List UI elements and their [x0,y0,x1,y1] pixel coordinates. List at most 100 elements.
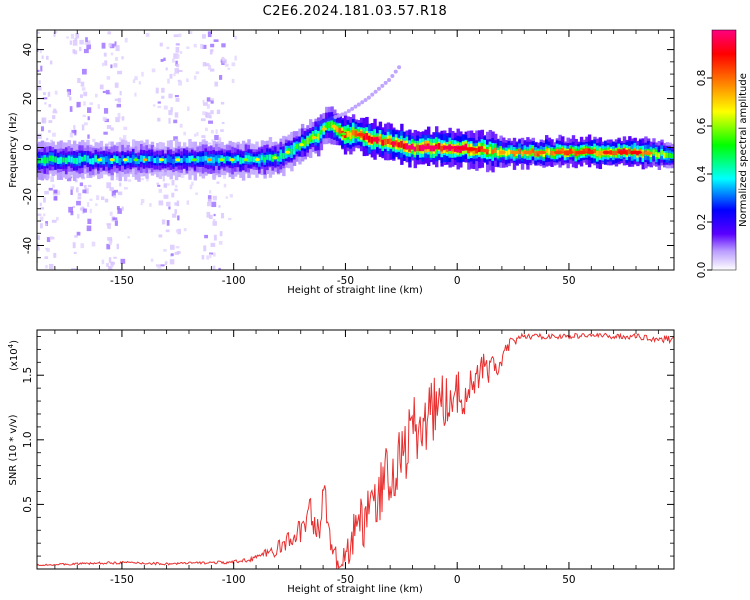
spectrogram-ridge-cell [553,151,557,156]
spectrogram-speckle [52,110,58,114]
spectrogram-speckle [205,63,210,67]
spectrogram-speckle [55,217,59,221]
spectrogram-speckle [234,55,237,61]
spectrogram-speckle [173,119,178,124]
spectrogram-speckle [39,223,43,229]
spectrogram-speckle [211,49,214,52]
spectrogram-ridge-cell [40,158,45,164]
spectrogram-speckle [110,52,114,56]
spectrogram-ridge-cell [507,149,511,155]
spectrogram-ridge-cell [295,144,299,149]
spectrogram-speckle [191,181,194,186]
spectrogram-ridge-cell [241,157,246,164]
spectrogram-speckle [163,57,166,62]
snr-x-ticks: -150 -100 -50 0 50 [54,330,659,586]
spectrogram-ridge-cell [416,144,420,152]
spectrogram-frame [36,29,675,271]
spectrogram-speckle [165,260,168,265]
snr-y-multiplier-exp: 4 [7,343,15,348]
spectrogram-speckle [106,76,111,80]
spectrogram-peak [175,158,181,162]
spectrogram-speckle [37,213,42,216]
spectrogram-peak [536,150,547,155]
spectrogram-peak [159,158,165,162]
spectrogram-speckle [220,129,224,132]
spectrogram-speckle [163,248,167,252]
spectrogram-speckle [48,120,53,123]
spectrogram-speckle [174,251,180,255]
spectrogram-ridge-cell [547,149,552,154]
spectrogram-speckle [173,136,178,141]
spectrogram-speckle [79,46,82,52]
spectrogram-speckle [178,80,183,86]
spectrogram-speckle [210,99,214,104]
spectrogram-ridge-cell [394,140,399,147]
spectrogram-speckle [115,175,120,181]
spectrogram-speckle [103,52,107,57]
spectrogram-speckle [214,134,219,141]
spectrogram-ridge-cell [453,145,458,152]
spectrogram-speckle [186,78,189,83]
spectrogram-speckle [44,191,49,195]
spectrogram-speckle [163,183,167,187]
spectrogram-ridge-cell [233,156,238,163]
spectrogram-peak [575,150,587,155]
spectrogram-ridge-cell [279,153,283,159]
spectrogram-ridge-cell [574,150,578,157]
spectrogram-peak [311,135,317,140]
spectrogram-speckle [173,53,179,59]
spectrogram-speckle [222,57,226,61]
spectrogram-ridge-cell [62,157,66,163]
spectrogram-ridge-cell [308,135,313,142]
spectrogram-speckle [209,115,212,119]
spectrogram-ridge-cell [475,147,479,154]
spectrogram-speckle [76,200,81,206]
spectrogram-speckle [85,37,88,43]
spectrogram-speckle [40,126,44,132]
spectrogram-speckle [166,183,170,186]
spectrogram-ridge-cell [153,157,157,164]
spectrogram-speckle [117,70,123,75]
spectrogram-ridge-cell [612,150,616,156]
spectrogram-ridge-cell [545,148,549,153]
spectrogram-ridge-cell [365,132,369,140]
spectrogram-speckle [82,114,86,117]
y-tick-label: 0.5 [22,496,34,513]
spectrogram-ridge-cell [386,138,391,145]
spectrogram-branch-cell [387,77,392,82]
spectrogram-ridge-cell [48,155,53,161]
spectrogram-speckle [218,205,221,208]
spectrogram-ridge-cell [413,146,417,152]
spectrogram-speckle [161,219,166,225]
spectrogram-ridge-cell [131,154,136,162]
spectrogram-speckle [104,198,109,203]
spectrogram-speckle [207,195,212,201]
spectrogram-speckle [115,56,119,61]
spectrogram-speckle [221,121,225,125]
spectrogram-ridge-cell [303,140,308,147]
spectrogram-speckle [72,242,76,249]
spectrogram-speckle [101,62,105,67]
spectrogram-speckle [44,223,48,226]
spectrogram-speckle [112,217,118,221]
x-tick-label: -150 [110,574,134,586]
spectrogram-speckle [152,104,156,107]
x-tick-label: -150 [110,275,134,287]
spectrogram-speckle [34,269,37,274]
snr-y-multiplier-close: ) [9,340,20,344]
spectrogram-speckle [120,258,126,264]
spectrogram-speckle [196,132,199,137]
y-tick-label: 20 [22,92,34,105]
spectrogram-speckle [132,79,136,84]
spectrogram-speckle [67,91,70,97]
spectrogram-speckle [76,231,81,236]
spectrogram-speckle [37,86,42,91]
spectrogram-speckle [87,134,90,139]
spectrogram-ridge-cell [266,154,270,160]
spectrogram-speckle [74,268,78,270]
spectrogram-peak [122,158,128,162]
spectrogram-speckle [52,184,55,188]
spectrogram-ridge-cell [585,148,589,154]
spectrogram-speckle [222,174,226,179]
spectrogram-ridge-cell [236,155,240,162]
